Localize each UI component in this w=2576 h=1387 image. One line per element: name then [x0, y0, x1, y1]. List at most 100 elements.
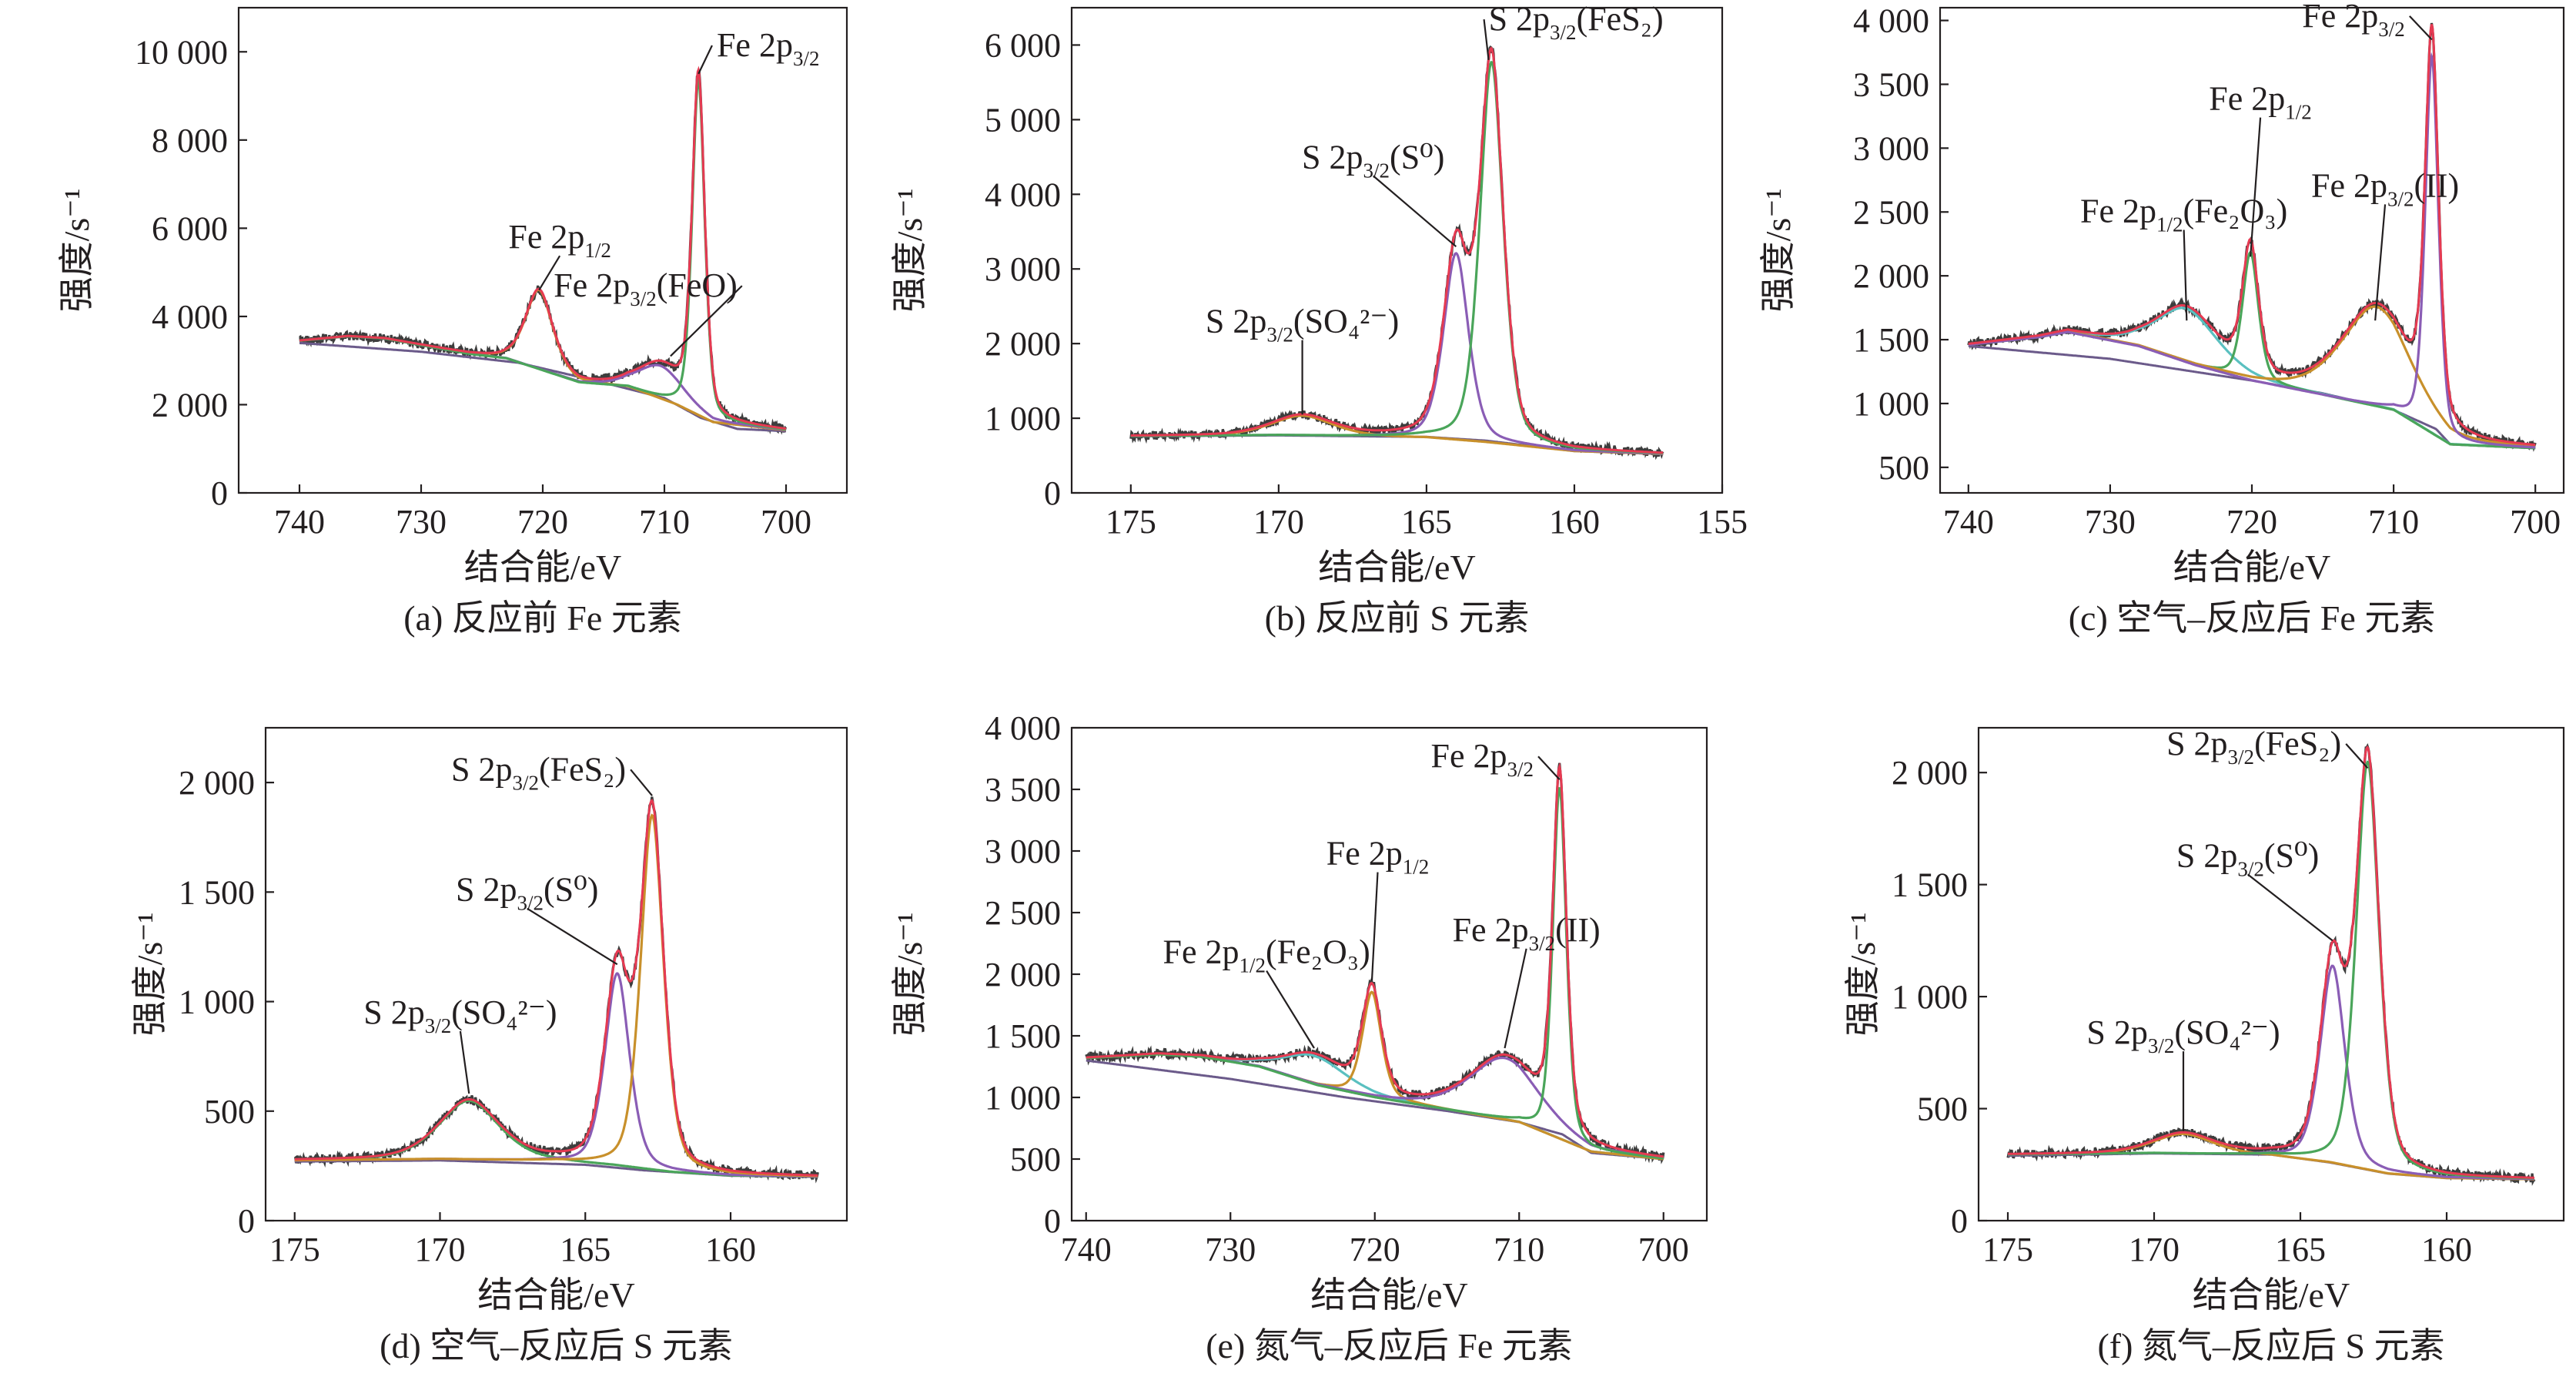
y-tick-label: 3 000 — [985, 833, 1061, 870]
component-peak-3 — [294, 813, 818, 1178]
peak-annotation: Fe 2p1/2 — [1326, 835, 1430, 879]
peak-annotation: Fe 2p3/2(II) — [1453, 911, 1601, 955]
x-tick-label: 170 — [415, 1231, 466, 1268]
y-axis-label: 强度/s⁻¹ — [57, 189, 96, 313]
annotation-leader-line — [1373, 175, 1457, 247]
y-tick-label: 1 000 — [179, 983, 255, 1021]
y-tick-label: 5 000 — [985, 101, 1061, 139]
x-tick-label: 175 — [269, 1231, 320, 1268]
y-tick-label: 500 — [1878, 449, 1929, 487]
peak-annotation: Fe 2p1/2 — [2209, 80, 2312, 124]
y-tick-label: 6 000 — [985, 26, 1061, 64]
plot-frame — [1070, 6, 1724, 494]
chart-panel-b: 175 170 165 160 155 0 1 000 2 000 3 000 4 000 5 00… — [890, 0, 1748, 638]
raw-spectrum-line — [2006, 742, 2536, 1186]
x-tick-label: 710 — [2368, 503, 2419, 541]
y-tick-label: 2 000 — [1853, 257, 1929, 295]
fit-envelope-line — [1130, 46, 1664, 454]
annotation-leader-line — [2250, 117, 2262, 257]
x-tick-label: 720 — [2226, 503, 2277, 541]
y-tick-label: 2 000 — [152, 386, 228, 424]
y-tick-label: 500 — [204, 1093, 255, 1131]
x-axis-label: 结合能/eV — [464, 548, 621, 587]
chart-panel-c: 740 730 720 710 700 500 1 000 1 500 2 000 2 500 3 … — [1758, 0, 2565, 638]
plot-frame — [1977, 726, 2565, 1222]
y-tick-label: 1 500 — [985, 1017, 1061, 1055]
x-tick-label: 170 — [2129, 1231, 2180, 1268]
peak-annotation: Fe 2p3/2(II) — [2311, 166, 2459, 210]
y-tick-label: 4 000 — [985, 709, 1061, 747]
x-tick-label: 720 — [517, 503, 568, 541]
peak-annotation: S 2p3/2(S⁰) — [1302, 138, 1444, 182]
y-tick-label: 3 500 — [1853, 65, 1929, 103]
y-tick-label: 4 000 — [985, 176, 1061, 213]
y-tick-label: 1 500 — [1892, 866, 1968, 904]
x-tick-label: 165 — [2275, 1231, 2326, 1268]
y-tick-label: 2 000 — [179, 764, 255, 802]
x-tick-label: 700 — [2510, 503, 2561, 541]
peak-annotation: Fe 2p1/2 — [508, 218, 611, 262]
y-tick-label: 3 000 — [985, 250, 1061, 288]
y-tick-label: 10 000 — [135, 33, 228, 71]
y-tick-label: 0 — [1951, 1202, 1968, 1240]
panel-caption: (a) 反应前 Fe 元素 — [403, 598, 682, 638]
x-tick-label: 700 — [761, 503, 811, 541]
y-tick-label: 0 — [1044, 474, 1061, 512]
y-tick-label: 1 000 — [985, 400, 1061, 437]
y-tick-label: 1 500 — [1853, 321, 1929, 359]
annotation-leader-line — [1504, 948, 1527, 1049]
chart-panel-d: 175 170 165 160 0 500 1 000 1 500 2 000 结合能/eV 强度/… — [130, 726, 848, 1365]
y-tick-label: 1 000 — [1892, 978, 1968, 1016]
x-tick-label: 740 — [1061, 1231, 1112, 1268]
y-tick-label: 4 000 — [152, 298, 228, 336]
panel-caption: (e) 氮气–反应后 Fe 元素 — [1206, 1326, 1573, 1365]
y-axis-label: 强度/s⁻¹ — [1843, 913, 1882, 1037]
y-tick-label: 0 — [211, 474, 228, 512]
y-tick-label: 500 — [1010, 1141, 1061, 1178]
annotation-leader-line — [670, 285, 743, 357]
plot-frame — [264, 726, 848, 1222]
y-tick-label: 4 000 — [1853, 2, 1929, 40]
y-tick-label: 8 000 — [152, 122, 228, 159]
x-tick-label: 740 — [1943, 503, 1994, 541]
annotation-leader-line — [630, 769, 653, 796]
x-tick-label: 740 — [274, 503, 325, 541]
y-axis-label: 强度/s⁻¹ — [890, 189, 929, 313]
x-tick-label: 710 — [1494, 1231, 1544, 1268]
peak-annotation: S 2p3/2(SO₄²⁻) — [363, 993, 557, 1037]
peak-annotation: S 2p3/2(S⁰) — [2176, 836, 2319, 880]
x-tick-label: 160 — [2421, 1231, 2472, 1268]
x-axis-label: 结合能/eV — [2193, 1275, 2350, 1315]
x-tick-label: 170 — [1253, 503, 1304, 541]
annotation-leader-line — [459, 1030, 470, 1094]
peak-annotation: Fe 2p3/2(FeO) — [554, 266, 738, 310]
panel-caption: (b) 反应前 S 元素 — [1265, 598, 1530, 638]
peak-annotation: S 2p3/2(FeS₂) — [2166, 725, 2341, 769]
panel-caption: (c) 空气–反应后 Fe 元素 — [2069, 598, 2436, 638]
x-axis-label: 结合能/eV — [1318, 548, 1475, 587]
component-peak-3 — [2008, 760, 2534, 1180]
x-tick-label: 710 — [639, 503, 690, 541]
x-tick-label: 730 — [396, 503, 447, 541]
y-tick-label: 1 000 — [1853, 385, 1929, 423]
annotation-leader-line — [2345, 743, 2369, 769]
raw-spectrum-line — [293, 796, 819, 1184]
peak-annotation: Fe 2p1/2(Fe₂O₃) — [2080, 193, 2287, 236]
peak-annotation: S 2p3/2(S⁰) — [456, 871, 598, 915]
y-tick-label: 0 — [238, 1202, 255, 1240]
y-axis-label: 强度/s⁻¹ — [890, 913, 929, 1037]
component-peak-1 — [294, 1099, 818, 1178]
component-peak-2 — [1130, 252, 1664, 455]
annotation-leader-line — [2409, 15, 2433, 41]
peak-annotation: Fe 2p3/2 — [2302, 0, 2405, 41]
x-axis-label: 结合能/eV — [1310, 1275, 1467, 1315]
annotation-leader-line — [2183, 229, 2188, 321]
x-tick-label: 165 — [1401, 503, 1452, 541]
peak-annotation: S 2p3/2(SO₄²⁻) — [1206, 303, 1399, 347]
annotation-leader-line — [1537, 755, 1561, 780]
y-axis-label: 强度/s⁻¹ — [130, 913, 169, 1037]
x-axis-label: 结合能/eV — [477, 1275, 634, 1315]
y-axis-label: 强度/s⁻¹ — [1758, 189, 1798, 313]
y-tick-label: 2 000 — [985, 325, 1061, 363]
